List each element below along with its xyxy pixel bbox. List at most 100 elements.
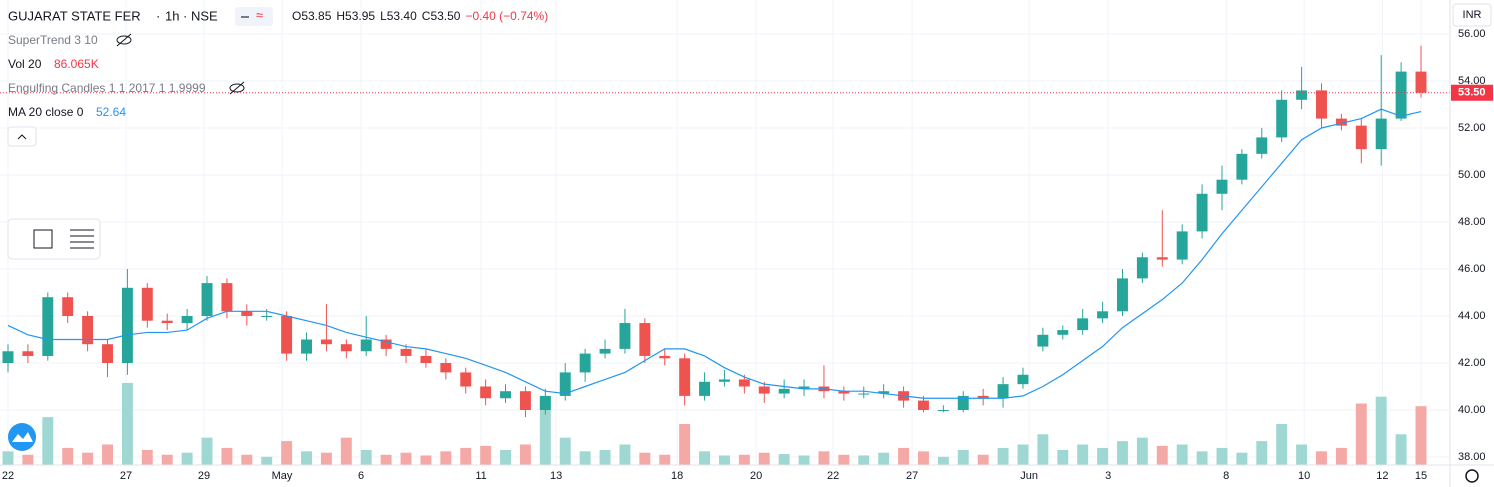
volume-bar [778,454,790,465]
volume-bar [1236,452,1248,465]
volume-bar [281,441,293,465]
ma-line [7,108,1422,399]
candle-body [141,287,153,321]
volume-bar [380,454,392,465]
volume-bar [679,424,691,465]
x-tick-label: 22 [827,470,839,482]
indicator-value: 52.64 [96,105,126,119]
volume-bar [997,447,1009,465]
x-tick-label: Jun [1020,470,1038,482]
volume-bar [539,396,551,465]
volume-bar [977,454,989,465]
interval[interactable]: 1h [165,8,179,23]
candle-body [1017,374,1029,385]
candle-body [1316,90,1327,119]
volume-bar [121,383,133,465]
volume-bar [480,445,492,465]
candle-body [102,344,113,363]
volume-bar [1296,444,1308,465]
volume-bar [62,447,74,465]
volume-pane [2,383,1427,465]
candle-body [500,391,512,399]
volume-bar [320,452,332,465]
candle-body [2,351,14,363]
volume-bar [1395,434,1407,465]
candle-body [22,351,34,356]
volume-bar [400,452,412,465]
x-tick-label: 22 [2,470,14,482]
axes: 38.00 40.00 42.00 44.00 46.00 48.00 50.00 52.00… [2,28,1493,482]
candle-body [977,395,989,399]
candle-body [1097,311,1109,319]
compare-toggle[interactable] [235,7,273,26]
settings-button[interactable] [1465,469,1479,483]
currency-box[interactable] [1452,3,1492,27]
y-tick-label: 50.00 [1458,169,1486,181]
volume-bar [619,444,631,465]
separator: · [183,8,187,23]
volume-bar [1355,403,1367,465]
rectangle-tool[interactable] [33,229,53,249]
volume-bar [221,447,233,465]
legend: GUJARAT STATE FER · 1h · NSE ≈ O53.85 H53… [7,7,548,147]
volume-bar [639,452,651,465]
candle-body [679,358,691,396]
icon: ≈ [256,7,263,22]
volume-bar [141,449,153,465]
volume-bar [500,449,512,465]
candle-body [221,283,233,312]
candle-body [1117,278,1128,312]
candle-body [480,386,492,399]
candle-body [42,297,54,356]
volume-bar [1196,451,1208,465]
volume-bar [22,454,34,465]
candle-body [997,384,1009,399]
ohlc-readout: L53.40 [380,9,417,23]
last-price-label: 53.50 [1458,87,1486,99]
indicator-name[interactable]: SuperTrend 3 10 [8,33,98,47]
volume-bar [1017,444,1029,465]
volume-bar [241,454,253,465]
indicator-name[interactable]: Engulfing Candles 1 1 2017 1 1.9999 [8,81,206,95]
volume-bar [42,417,54,465]
candle-body [1196,193,1208,232]
volume-bar [161,454,173,465]
y-tick-label: 52.00 [1458,122,1486,134]
logo[interactable] [8,423,36,451]
indicator-value: 86.065K [54,57,99,71]
collapse-button[interactable] [7,126,37,147]
candle-body [1375,118,1387,150]
x-tick-label: 20 [750,470,762,482]
candle-body [241,311,253,316]
symbol[interactable]: GUJARAT STATE FER [8,8,141,23]
x-tick-label: 8 [1223,470,1229,482]
x-tick-label: 27 [120,470,132,482]
candle-body [380,339,392,349]
hidden-icon[interactable] [116,33,132,47]
volume-bar [898,447,910,465]
candle-body [121,287,133,363]
volume-bar [1316,451,1327,465]
volume-bar [917,451,929,465]
volume-bar [738,454,750,465]
y-tick-label: 44.00 [1458,310,1486,322]
indicator-name[interactable]: MA 20 close 0 [8,105,84,119]
candle-body [62,297,74,316]
volume-bar [1375,396,1387,465]
volume-bar [201,437,213,465]
separator: · [156,8,160,23]
x-tick-label: 29 [198,470,210,482]
candle-body [1276,99,1288,138]
candle-body [1415,71,1427,93]
volume-bar [858,455,870,465]
hidden-icon[interactable] [229,81,245,95]
volume-bar [559,437,571,465]
candle-body [400,348,412,356]
volume-bar [1097,447,1109,465]
exchange[interactable]: NSE [191,8,218,23]
indicator-name[interactable]: Vol 20 [8,57,42,71]
candle-body [1156,257,1168,260]
candle-body [1335,118,1347,126]
settings-tool[interactable] [70,229,94,249]
